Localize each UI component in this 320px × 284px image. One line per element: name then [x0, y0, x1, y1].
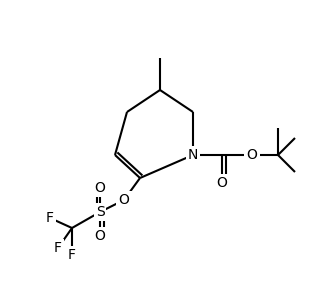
- Text: O: O: [95, 181, 105, 195]
- Text: F: F: [46, 211, 54, 225]
- Text: N: N: [188, 148, 198, 162]
- Text: O: O: [247, 148, 257, 162]
- Text: F: F: [68, 248, 76, 262]
- Text: O: O: [119, 193, 129, 207]
- Text: S: S: [96, 205, 104, 219]
- Text: F: F: [54, 241, 62, 255]
- Text: O: O: [95, 229, 105, 243]
- Text: O: O: [217, 176, 228, 190]
